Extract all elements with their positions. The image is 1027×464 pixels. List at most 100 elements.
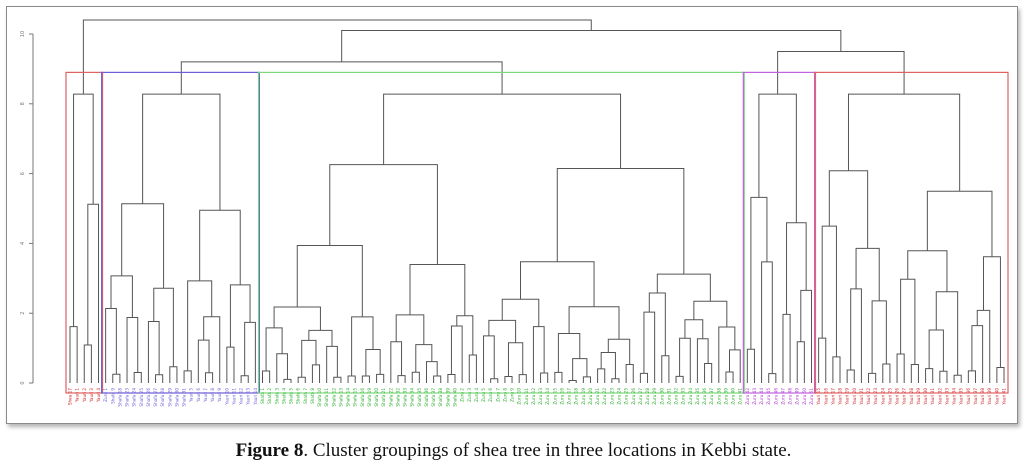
leaf-label: Shafa 20 [374,388,379,407]
dendrogram-link [308,329,333,347]
dendrogram-link [696,338,709,383]
leaf-label: Yauri 29 [916,388,921,406]
dendrogram-link [729,349,741,383]
dendrogram-link [383,93,622,169]
leaf-label: Yauri 26 [895,388,900,406]
leaf-label: Shafa 1 [260,388,265,404]
leaf-label: Zuru 44 [759,388,764,405]
y-axis: 0 2 4 6 8 10 [20,31,34,385]
dendrogram-link [397,375,406,383]
leaf-label: Shafa 30 [174,388,179,407]
dendrogram-link [409,263,466,316]
dendrogram-link [846,369,855,383]
dendrogram-link [868,372,877,383]
dendrogram-link [490,378,499,383]
leaf-label: Yauri 21 [859,388,864,406]
leaf-label: Shafa 16 [360,388,365,407]
dendrogram-link [456,315,474,355]
dendrogram-link [415,344,433,373]
leaf-label: Yauri 39 [987,388,992,406]
leaf-label: Zuru 32 [674,388,679,405]
dendrogram-link [296,244,363,317]
dendrogram-link [183,370,192,383]
dendrogram-link [786,222,807,315]
dendrogram-tree [69,19,1005,383]
leaf-label: Zuru 4 [474,388,479,402]
dendrogram-link [504,376,513,383]
dendrogram-link [818,337,827,383]
leaf-label: Zuru 43 [752,388,757,405]
y-tick-label: 6 [20,172,26,175]
leaf-label: Shafa 26 [146,388,151,407]
leaf-label: Zuru 12 [531,388,536,405]
dendrogram-link [926,190,993,257]
dendrogram-link [611,378,620,383]
leaf-label: Shafa 5 [289,388,294,404]
dendrogram-link [262,370,271,383]
leaf-label: Yauri 41 [1002,388,1007,406]
leaf-label: Yauri 6 [196,388,201,403]
cluster-box [65,71,104,394]
dendrogram-link [847,93,961,192]
dendrogram-link [204,372,214,383]
leaf-label: Yauri 24 [880,388,885,406]
dendrogram-link [675,375,684,383]
leaf-label: Yauri 5 [189,388,194,403]
leaf-label: Yauri 10 [224,388,229,406]
dendrogram-link [155,374,164,383]
cluster-boxes [65,71,1009,394]
leaf-label: Yauri 19 [845,388,850,406]
leaf-label: Yauri 37 [973,388,978,406]
dendrogram-link [411,371,420,383]
leaf-label: Yauri 15 [816,388,821,406]
figure-caption: Figure 8. Cluster groupings of shea tree… [0,440,1027,462]
leaf-label: Zuru 22 [602,388,607,405]
leaf-label: Yauri 8 [210,388,215,403]
dendrogram-link [347,375,356,383]
caption-label: Figure 8 [235,440,304,461]
leaf-label: Shafa 13 [338,388,343,407]
leaf-label: Zuru 40 [731,388,736,405]
dendrogram-link [597,368,606,383]
dendrogram-link [105,307,117,383]
leaf-label: Yauri 17 [830,388,835,406]
leaf-label: Yauri 18 [838,388,843,406]
leaf-label: Zuru 30 [659,388,664,405]
dendrogram-link [782,313,791,383]
dendrogram-link [718,326,736,383]
leaf-label: Yauri 25 [887,388,892,406]
leaf-label: Zuru 26 [631,388,636,405]
dendrogram-link [153,287,174,367]
dendrogram-link [910,364,919,383]
leaf-label: Zuru 35 [695,388,700,405]
leaf-label: Yauri 14 [253,388,258,406]
leaf-label: Shafa 36 [424,388,429,407]
leaf-label: Shafa 10 [317,388,322,407]
dendrogram-link [900,278,916,365]
dendrogram-link [390,341,403,383]
dendrogram-link [639,372,649,383]
dendrogram-link [447,373,456,383]
dendrogram-link [882,363,891,383]
cluster-box [257,71,745,394]
dendrogram-link [625,363,634,383]
leaf-label: Shafa 31 [182,388,187,407]
dendrogram-link [180,61,503,95]
leaf-label: Zuru 37 [709,388,714,405]
dendrogram-link [326,345,338,383]
leaf-label: Zuru 48 [788,388,793,405]
leaf-label: Shafa 21 [381,388,386,407]
leaf-label: Shafa 38 [438,388,443,407]
dendrogram-link [73,93,94,327]
dendrogram-link [83,344,92,383]
dendrogram-link [244,321,256,383]
leaf-label: Zuru 19 [581,388,586,405]
leaf-label: Shafa 3 [274,388,279,404]
leaf-label: Yauri 11 [231,388,236,406]
leaf-label: Shafa 23 [125,388,130,407]
leaf-label: Shafa 40 [453,388,458,407]
leaf-label: Shafa 19 [367,388,372,407]
leaf-label: Zuru 27 [638,388,643,405]
leaf-label: Yauri 31 [930,388,935,406]
